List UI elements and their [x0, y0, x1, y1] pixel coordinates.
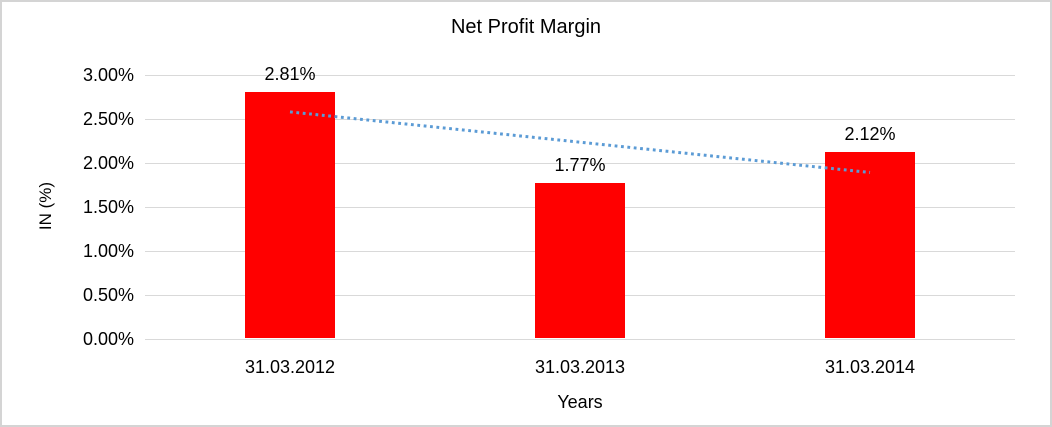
- y-axis-title: IN (%): [36, 181, 55, 231]
- x-category-label: 31.03.2012: [244, 357, 336, 377]
- y-tick-label: 1.50%: [82, 196, 134, 217]
- y-tick-label: 0.50%: [82, 284, 134, 305]
- y-tick-label: 2.50%: [82, 108, 134, 129]
- gridline: [145, 338, 1015, 340]
- bar-31.03.2014: [825, 152, 915, 339]
- gridline: [145, 75, 1015, 76]
- y-tick-label: 3.00%: [82, 65, 134, 85]
- y-tick-label: 2.00%: [82, 152, 134, 173]
- y-tick-label: 0.00%: [82, 328, 134, 349]
- x-axis-title: Years: [557, 392, 603, 412]
- bar-data-label: 2.81%: [264, 63, 316, 84]
- bar-data-label: 2.12%: [844, 124, 896, 145]
- x-category-label: 31.03.2013: [534, 357, 626, 377]
- chart-title: Net Profit Margin: [450, 16, 602, 38]
- plot-area: [145, 75, 1015, 340]
- x-category-label: 31.03.2014: [824, 357, 916, 377]
- bar-data-label: 1.77%: [554, 155, 606, 176]
- y-tick-label: 1.00%: [82, 240, 134, 261]
- bar-31.03.2012: [245, 91, 335, 339]
- bar-31.03.2013: [535, 183, 625, 339]
